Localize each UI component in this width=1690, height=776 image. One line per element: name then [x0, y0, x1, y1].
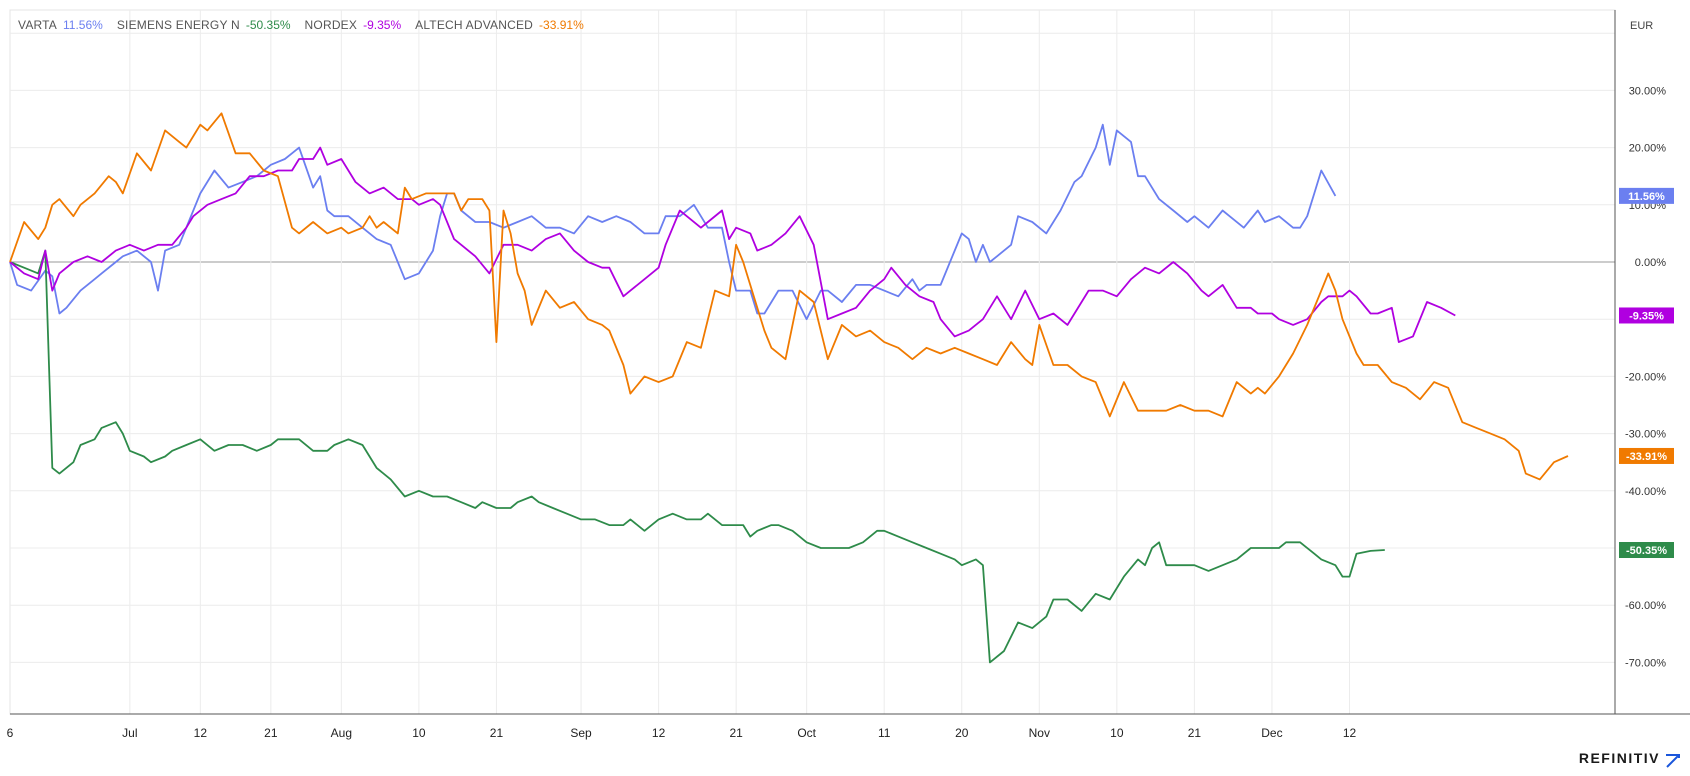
x-tick-label: 6 [7, 726, 14, 740]
x-tick-label: Aug [331, 726, 352, 740]
legend-series-value: -33.91% [539, 18, 584, 32]
series-lines [9, 112, 1569, 664]
x-tick-label: Nov [1029, 726, 1050, 740]
last-value-badge: -33.91% [1619, 447, 1674, 464]
x-tick-label: 12 [1343, 726, 1357, 740]
currency-label: EUR [1630, 20, 1653, 32]
y-tick-label: -30.00% [1625, 429, 1666, 441]
last-value-badge: -9.35% [1619, 307, 1674, 324]
series-line-nordex[interactable] [9, 146, 1456, 344]
badge-value: -33.91% [1626, 451, 1667, 463]
x-tick-label: 21 [729, 726, 743, 740]
legend: VARTA 11.56% SIEMENS ENERGY N -50.35% NORDEX… [18, 18, 598, 32]
legend-item[interactable]: NORDEX -9.35% [305, 18, 402, 32]
series-line-varta[interactable] [9, 123, 1337, 321]
legend-series-value: 11.56% [63, 18, 103, 32]
x-tick-label: Dec [1261, 726, 1282, 740]
y-axis: 30.00%20.00%10.00%0.00%-20.00%-30.00%-40… [1625, 85, 1666, 669]
badge-background [1619, 447, 1674, 464]
x-tick-label: 21 [264, 726, 278, 740]
x-axis: 6 Jul 12 21 Aug 10 21 Sep 12 21 Oct 11 20 Nov 10 21 Dec 1… [7, 726, 1357, 740]
last-value-badge: 11.56% [1619, 187, 1674, 204]
x-tick-label: 21 [1188, 726, 1202, 740]
last-value-badge: -50.35% [1619, 542, 1674, 559]
y-tick-label: 30.00% [1629, 85, 1667, 97]
x-tick-label: Jul [122, 726, 137, 740]
legend-item[interactable]: VARTA 11.56% [18, 18, 103, 32]
x-tick-label: 12 [652, 726, 666, 740]
series-line-altech-advanced[interactable] [9, 112, 1569, 481]
x-tick-label: 20 [955, 726, 969, 740]
badge-value: -50.35% [1626, 545, 1667, 557]
badge-value: -9.35% [1629, 310, 1664, 322]
badge-background [1619, 187, 1674, 204]
x-tick-label: 10 [412, 726, 426, 740]
x-tick-label: 10 [1110, 726, 1124, 740]
x-tick-label: 11 [878, 726, 891, 740]
y-tick-label: 0.00% [1635, 257, 1666, 269]
last-value-badges: 11.56% -50.35% -9.35% -33.91% [1619, 187, 1674, 559]
refinitiv-logo-icon [1666, 754, 1680, 768]
legend-series-name: ALTECH ADVANCED [415, 18, 534, 32]
series-line-siemens-energy-n[interactable] [9, 249, 1385, 664]
legend-item[interactable]: ALTECH ADVANCED -33.91% [415, 18, 584, 32]
badge-background [1619, 307, 1674, 324]
y-tick-label: -40.00% [1625, 486, 1666, 498]
legend-series-value: -50.35% [245, 18, 291, 32]
y-tick-label: -20.00% [1625, 371, 1666, 383]
y-tick-label: -70.00% [1625, 657, 1666, 669]
badge-background [1619, 542, 1674, 559]
legend-item[interactable]: SIEMENS ENERGY N -50.35% [117, 18, 291, 32]
x-tick-label: Oct [797, 726, 816, 740]
x-tick-label: 21 [490, 726, 504, 740]
grid [9, 9, 1690, 715]
y-tick-label: 20.00% [1629, 143, 1667, 155]
legend-series-name: SIEMENS ENERGY N [116, 18, 240, 32]
x-tick-label: 12 [194, 726, 208, 740]
legend-series-value: -9.35% [363, 18, 402, 32]
refinitiv-logo-text: REFINITIV [1578, 750, 1660, 766]
x-tick-label: Sep [570, 726, 592, 740]
plot-frame [9, 9, 1616, 715]
legend-series-name: VARTA [18, 18, 58, 32]
badge-value: 11.56% [1628, 191, 1665, 203]
y-tick-label: -60.00% [1625, 600, 1666, 612]
legend-series-name: NORDEX [304, 18, 358, 32]
